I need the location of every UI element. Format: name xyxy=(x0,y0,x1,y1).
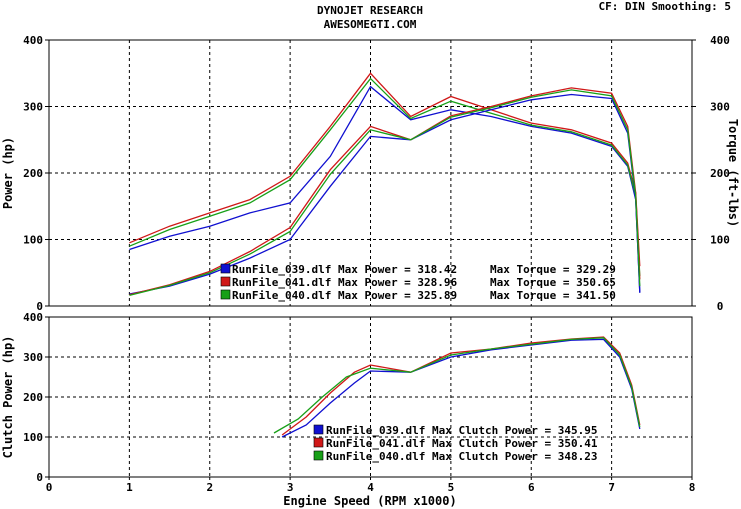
legend-entry-power: RunFile_039.dlf Max Power = 318.42 xyxy=(232,263,457,276)
legend-swatch xyxy=(313,450,324,461)
series-line xyxy=(129,77,641,277)
x-tick-label: 7 xyxy=(608,481,615,494)
y-tick-label: 100 xyxy=(23,431,43,444)
x-tick-label: 5 xyxy=(448,481,455,494)
y-tick-label: 300 xyxy=(23,351,43,364)
y-tick-label: 0 xyxy=(36,300,43,313)
series-line xyxy=(281,338,641,438)
legend-swatch xyxy=(220,263,231,274)
legend-entry-torque: Max Torque = 341.50 xyxy=(490,289,616,302)
legend-swatch xyxy=(220,276,231,287)
legend-swatch xyxy=(220,289,231,300)
y-tick-label: 200 xyxy=(23,167,43,180)
y-axis-label: Power (hp) xyxy=(1,137,15,209)
x-tick-label: 2 xyxy=(206,481,213,494)
power-torque-panel: 400 300 200 100 0 400 300 200 100 0 Power (hp) Torq… xyxy=(1,34,740,313)
correction-info: CF: DIN Smoothing: 5 xyxy=(599,0,731,13)
legend-entry-clutch: RunFile_039.dlf Max Clutch Power = 345.9… xyxy=(326,424,598,437)
y2-tick-label: 300 xyxy=(710,101,730,114)
y2-tick-label: 0 xyxy=(717,300,724,313)
y-tick-label: 400 xyxy=(23,34,43,47)
legend-entry-torque: Max Torque = 329.29 xyxy=(490,263,616,276)
legend-entry-torque: Max Torque = 350.65 xyxy=(490,276,616,289)
chart-title: DYNOJET RESEARCH xyxy=(317,4,423,17)
x-tick-label: 0 xyxy=(46,481,53,494)
chart-subtitle: AWESOMEGTI.COM xyxy=(324,18,417,31)
x-tick-label: 4 xyxy=(367,481,374,494)
series-line xyxy=(281,336,641,436)
series-line xyxy=(129,85,641,293)
series-line xyxy=(273,337,641,434)
legend-entry-clutch: RunFile_041.dlf Max Clutch Power = 350.4… xyxy=(326,437,598,450)
x-axis-label: Engine Speed (RPM x1000) xyxy=(283,494,456,508)
series-line xyxy=(129,89,641,297)
x-tick-label: 6 xyxy=(528,481,535,494)
y-tick-label: 200 xyxy=(23,391,43,404)
legend-entry-power: RunFile_040.dlf Max Power = 325.89 xyxy=(232,289,457,302)
legend-swatch xyxy=(313,424,324,435)
x-tick-label: 8 xyxy=(689,481,696,494)
y2-axis-label: Torque (ft-lbs) xyxy=(726,119,740,227)
y-axis-label: Clutch Power (hp) xyxy=(1,336,15,459)
y2-tick-label: 100 xyxy=(710,234,730,247)
clutch-power-panel: 400 300 200 100 0 Clutch Power (hp) 0 1 2 3 4 5 6 7 8 E… xyxy=(1,311,695,508)
y2-tick-label: 400 xyxy=(710,34,730,47)
y-tick-label: 0 xyxy=(36,471,43,484)
legend-entry-clutch: RunFile_040.dlf Max Clutch Power = 348.2… xyxy=(326,450,598,463)
y-tick-label: 400 xyxy=(23,311,43,324)
legend-swatch xyxy=(313,437,324,448)
y-tick-label: 100 xyxy=(23,234,43,247)
y2-tick-label: 200 xyxy=(710,167,730,180)
x-tick-label: 1 xyxy=(126,481,133,494)
y-tick-label: 300 xyxy=(23,101,43,114)
legend-entry-power: RunFile_041.dlf Max Power = 328.96 xyxy=(232,276,458,289)
x-tick-label: 3 xyxy=(287,481,294,494)
series-line xyxy=(129,72,641,267)
